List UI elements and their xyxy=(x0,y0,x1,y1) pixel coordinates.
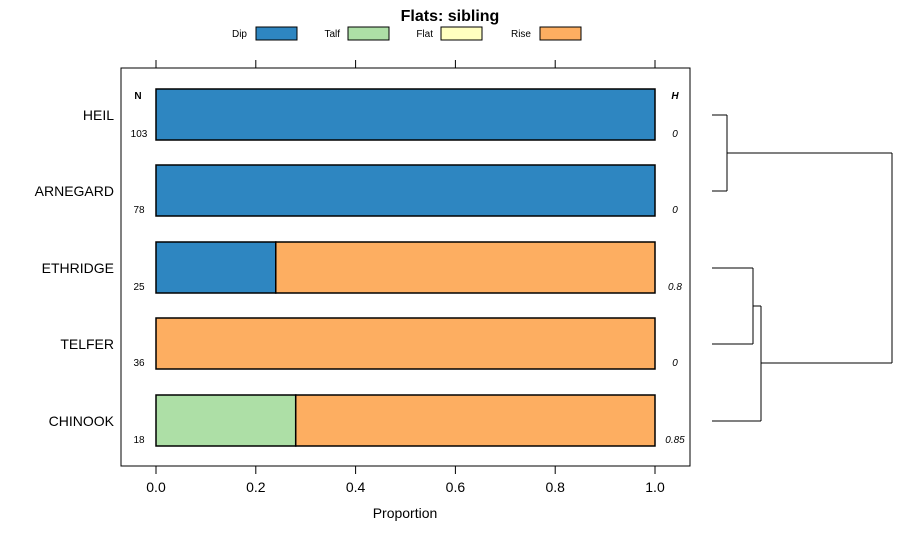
n-value-arnegard: 78 xyxy=(133,205,145,216)
x-tick-label: 1.0 xyxy=(645,479,665,495)
bar-segment-chinook-rise xyxy=(294,394,656,447)
bar-segment-telfer-rise xyxy=(155,317,656,370)
chart-title: Flats: sibling xyxy=(401,8,500,25)
n-value-chinook: 18 xyxy=(133,435,145,446)
bar-segment-heil-dip xyxy=(155,88,656,141)
legend-label-dip: Dip xyxy=(232,29,247,40)
n-value-telfer: 36 xyxy=(133,358,145,369)
category-label-ethridge: ETHRIDGE xyxy=(42,260,114,276)
bar-segment-ethridge-dip xyxy=(155,241,277,294)
h-value-telfer: 0 xyxy=(672,358,678,369)
bar-segment-ethridge-rise xyxy=(275,241,656,294)
bar-segment-arnegard-dip xyxy=(155,164,656,217)
h-value-chinook: 0.85 xyxy=(665,435,685,446)
x-tick-label: 0.4 xyxy=(346,479,366,495)
h-value-ethridge: 0.8 xyxy=(668,282,682,293)
x-axis-title: Proportion xyxy=(373,505,438,521)
n-value-ethridge: 25 xyxy=(133,282,145,293)
legend-swatch-rise xyxy=(539,26,582,41)
h-column-header: H xyxy=(671,91,679,102)
category-label-arnegard: ARNEGARD xyxy=(35,183,114,199)
h-value-heil: 0 xyxy=(672,129,678,140)
x-tick-label: 0.8 xyxy=(545,479,565,495)
x-tick-label: 0.0 xyxy=(146,479,166,495)
x-tick-label: 0.6 xyxy=(446,479,466,495)
dendrogram xyxy=(712,114,893,422)
category-label-heil: HEIL xyxy=(83,107,114,123)
n-column-header: N xyxy=(134,91,141,102)
bar-segment-chinook-talf xyxy=(155,394,297,447)
legend-label-flat: Flat xyxy=(416,29,433,40)
category-label-chinook: CHINOOK xyxy=(49,413,115,429)
legend-label-rise: Rise xyxy=(511,29,531,40)
x-tick-label: 0.2 xyxy=(246,479,266,495)
legend-label-talf: Talf xyxy=(324,29,340,40)
legend-swatch-talf xyxy=(347,26,390,41)
axes: 0.0 0.2 0.4 0.6 0.8 1.0 xyxy=(146,60,665,495)
legend-swatch-flat xyxy=(440,26,483,41)
legend: Dip Talf Flat Rise xyxy=(232,26,582,41)
category-label-telfer: TELFER xyxy=(60,336,114,352)
n-value-heil: 103 xyxy=(131,129,148,140)
legend-swatch-dip xyxy=(255,26,298,41)
plot-frame xyxy=(120,67,691,467)
h-value-arnegard: 0 xyxy=(672,205,678,216)
bars: HEIL 103 0 ARNEGARD 78 0 ETHRIDGE 25 0.8 TELFER 36… xyxy=(35,88,685,447)
